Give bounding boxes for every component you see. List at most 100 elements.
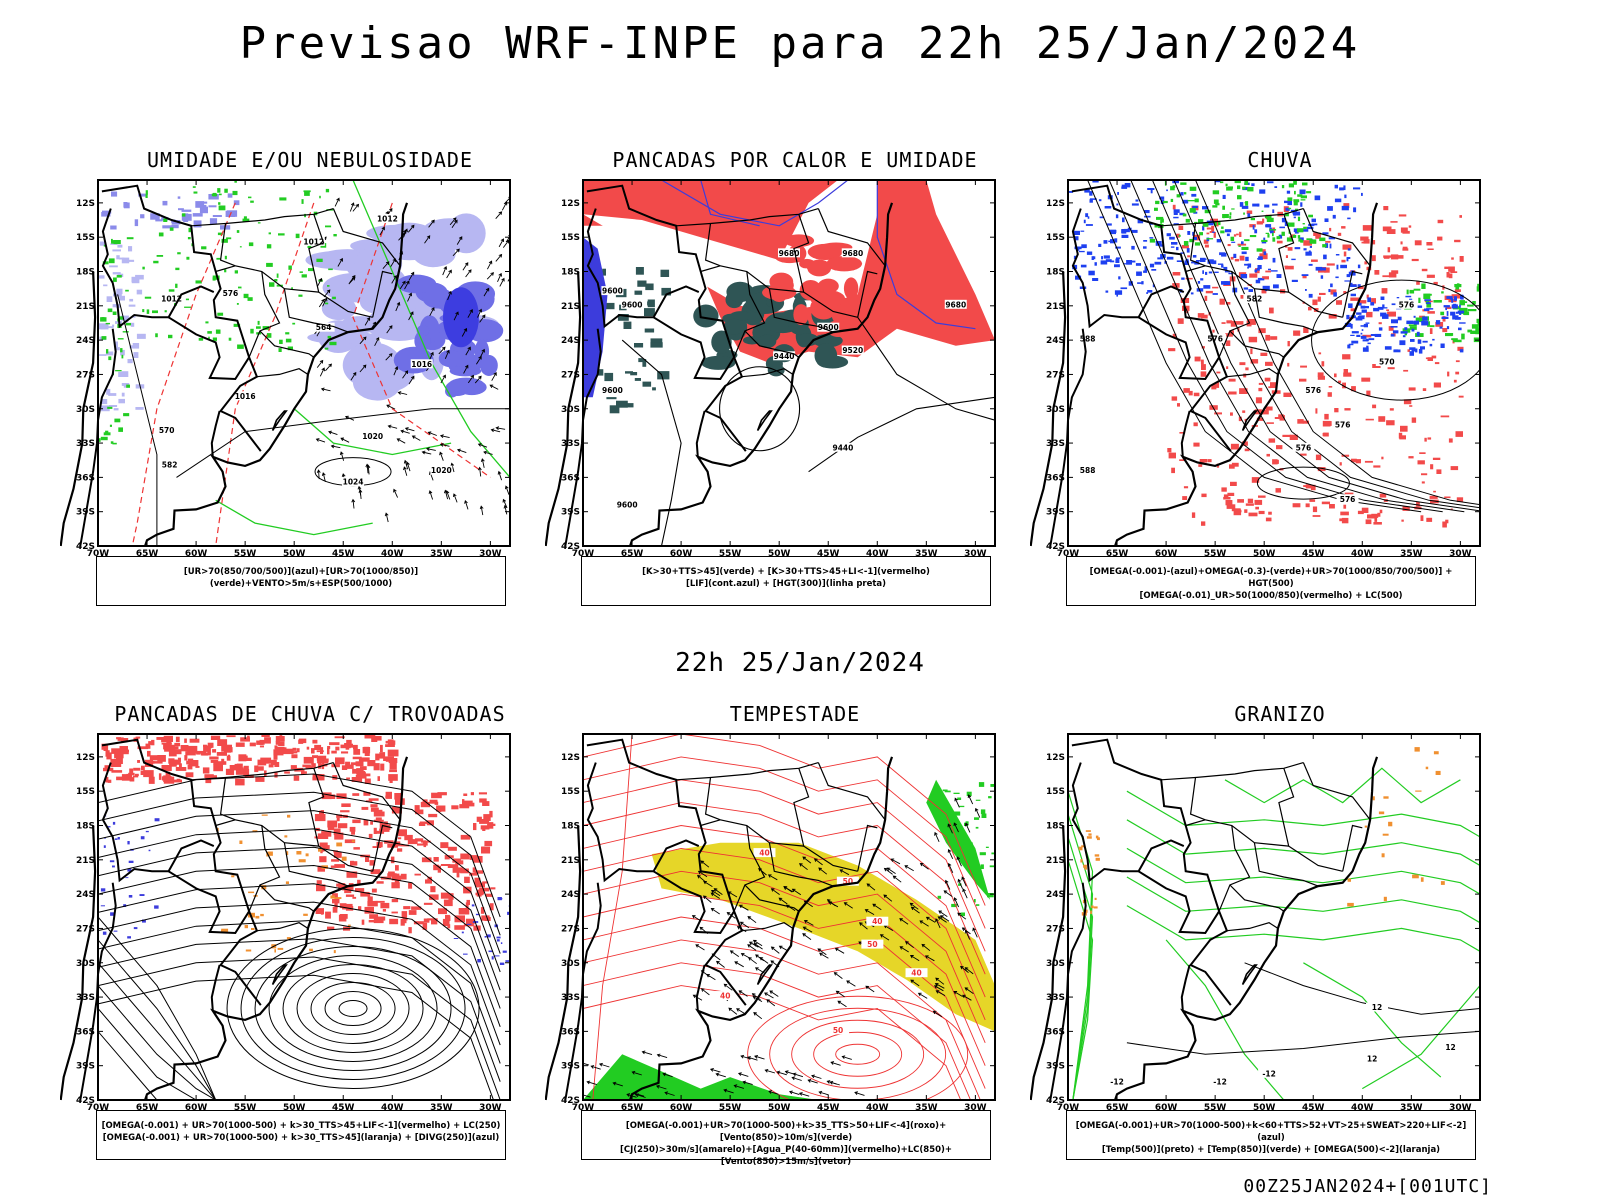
contour-label: 9600 bbox=[622, 300, 643, 309]
state-border bbox=[259, 330, 315, 358]
storm-red bbox=[422, 840, 428, 844]
wind-vector bbox=[403, 466, 408, 476]
streamline-250 bbox=[268, 955, 438, 1062]
wind-vector-850 bbox=[962, 888, 968, 899]
rain-blue bbox=[1356, 312, 1362, 315]
storm-orange bbox=[318, 848, 322, 852]
water-red-contour bbox=[769, 1007, 947, 1100]
storm-orange bbox=[285, 851, 289, 855]
rain-red bbox=[1328, 314, 1337, 319]
wind-850-green bbox=[973, 899, 976, 903]
lat-tick-label: 30S bbox=[561, 405, 580, 415]
rain-green bbox=[1266, 217, 1274, 222]
rain-blue bbox=[1212, 293, 1218, 295]
rain-red bbox=[1172, 204, 1176, 210]
humidity-blue-speck bbox=[123, 383, 128, 388]
divg-blue bbox=[494, 955, 500, 957]
storm-red bbox=[317, 833, 329, 839]
temp-850-contour bbox=[1068, 836, 1094, 1100]
storm-red bbox=[447, 924, 451, 929]
coastline bbox=[629, 202, 894, 547]
coastline bbox=[545, 271, 582, 547]
storm-red bbox=[157, 755, 166, 762]
rain-red bbox=[1340, 511, 1349, 516]
rain-red bbox=[1185, 277, 1193, 280]
heat-instability-red bbox=[826, 255, 863, 272]
storm-red bbox=[259, 745, 264, 748]
rain-green bbox=[1241, 246, 1249, 250]
wind-vector-850 bbox=[778, 897, 788, 905]
wind-850-green bbox=[979, 852, 986, 856]
storm-red bbox=[375, 753, 380, 761]
rain-red bbox=[1329, 504, 1335, 509]
rain-red bbox=[1372, 404, 1377, 409]
storm-orange bbox=[296, 851, 302, 855]
rain-blue bbox=[1383, 307, 1388, 309]
coastline bbox=[1114, 202, 1379, 547]
main-title: Previsao WRF-INPE para 22h 25/Jan/2024 bbox=[239, 18, 1361, 69]
humidity-green bbox=[301, 274, 307, 278]
rain-blue bbox=[1121, 229, 1123, 233]
rain-red bbox=[1383, 255, 1392, 258]
humidity-green bbox=[113, 240, 121, 245]
lon-tick-label: 65W bbox=[621, 549, 644, 559]
lon-tick-label: 35W bbox=[1400, 549, 1423, 559]
rain-blue bbox=[1170, 246, 1175, 248]
rain-red bbox=[1325, 240, 1331, 243]
storm-red bbox=[375, 900, 385, 903]
rain-blue bbox=[1446, 311, 1449, 316]
rain-red bbox=[1247, 498, 1254, 504]
storm-red bbox=[319, 842, 328, 847]
state-border bbox=[1161, 762, 1304, 781]
rain-blue bbox=[1267, 181, 1274, 184]
rain-green bbox=[1470, 330, 1477, 334]
heat-instability-green bbox=[660, 269, 670, 277]
rain-blue bbox=[1255, 279, 1261, 284]
rain-red bbox=[1200, 371, 1207, 377]
storm-red bbox=[315, 908, 324, 914]
wind-vector bbox=[365, 463, 370, 474]
storm-red bbox=[188, 760, 199, 767]
rain-red bbox=[1323, 432, 1329, 437]
rain-red bbox=[1344, 408, 1351, 411]
storm-red bbox=[314, 744, 322, 750]
wind-vector bbox=[483, 450, 493, 455]
humidity-blue-speck bbox=[105, 326, 114, 329]
state-border bbox=[793, 768, 858, 872]
heat-instability-green bbox=[647, 301, 650, 306]
wind-vector-850 bbox=[729, 950, 740, 957]
coastline bbox=[1030, 825, 1067, 1101]
humidity-blue bbox=[438, 349, 462, 368]
contour-label-bg bbox=[817, 322, 840, 332]
rain-green bbox=[1170, 186, 1175, 191]
lat-tick-label: 36S bbox=[1046, 1027, 1065, 1037]
wind-850-green bbox=[583, 1054, 819, 1100]
rain-green bbox=[1477, 320, 1480, 326]
storm-red bbox=[210, 759, 219, 763]
wind-vector-850 bbox=[909, 955, 920, 962]
state-border bbox=[1302, 762, 1371, 821]
rain-red bbox=[1411, 258, 1419, 262]
rain-blue bbox=[1370, 334, 1377, 336]
wind-vector-850 bbox=[747, 916, 757, 924]
divg-blue bbox=[463, 953, 468, 955]
humidity-green bbox=[98, 438, 101, 442]
rain-blue bbox=[1439, 326, 1443, 329]
wind-vector-850 bbox=[829, 1080, 840, 1086]
lon-tick-label: 60W bbox=[670, 549, 693, 559]
lat-tick-label: 36S bbox=[1046, 473, 1065, 483]
storm-red bbox=[429, 894, 439, 900]
state-border bbox=[308, 214, 373, 318]
storm-red bbox=[369, 860, 376, 866]
rain-red bbox=[1388, 272, 1397, 278]
contour-label: 1020 bbox=[362, 432, 383, 441]
omega-orange bbox=[1415, 790, 1422, 792]
humidity-green bbox=[325, 225, 332, 228]
rain-red bbox=[1313, 232, 1321, 236]
temp-850-contour bbox=[1126, 819, 1480, 867]
wind-vector bbox=[495, 211, 503, 219]
wind-vector-850 bbox=[953, 991, 963, 997]
